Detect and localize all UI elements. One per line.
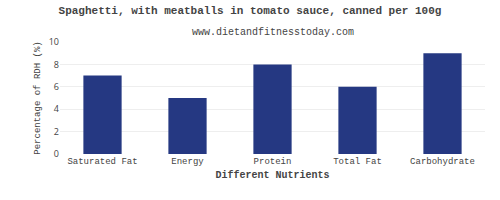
svg-text:10: 10 — [49, 35, 59, 48]
svg-text:8: 8 — [54, 58, 59, 71]
svg-text:0: 0 — [54, 147, 59, 160]
svg-text:4: 4 — [54, 102, 59, 115]
svg-text:www.dietandfitnesstoday.com: www.dietandfitnesstoday.com — [192, 27, 354, 38]
svg-text:Protein: Protein — [254, 157, 292, 167]
svg-text:Percentage of RDH (%): Percentage of RDH (%) — [33, 41, 43, 154]
svg-text:Total Fat: Total Fat — [333, 157, 382, 167]
svg-text:6: 6 — [54, 80, 59, 93]
svg-text:Energy: Energy — [171, 157, 204, 167]
svg-text:Different Nutrients: Different Nutrients — [215, 170, 329, 181]
svg-text:Spaghetti, with meatballs in t: Spaghetti, with meatballs in tomato sauc… — [59, 5, 442, 17]
svg-text:2: 2 — [54, 125, 59, 138]
svg-text:Saturated Fat: Saturated Fat — [67, 157, 137, 167]
svg-text:Carbohydrate: Carbohydrate — [410, 157, 475, 167]
